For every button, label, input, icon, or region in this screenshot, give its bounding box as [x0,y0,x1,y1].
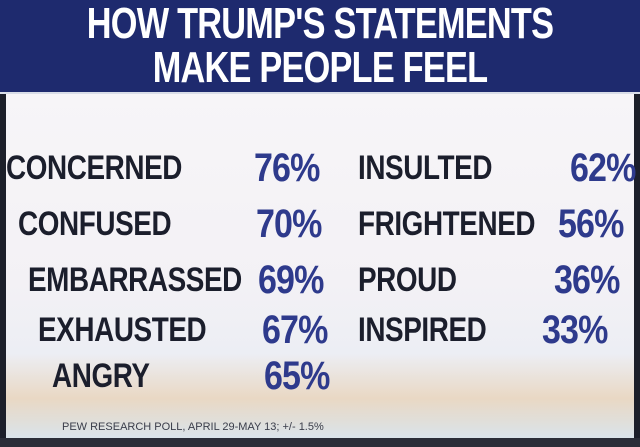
feeling-percent: 67% [262,308,328,352]
list-item: PROUD 36% [358,258,634,302]
source-note: PEW RESEARCH POLL, APRIL 29-MAY 13; +/- … [62,421,324,433]
feeling-percent: 33% [542,308,608,352]
feeling-percent: 56% [558,202,624,246]
feeling-percent: 65% [264,354,330,398]
list-item: EMBARRASSED 69% [6,258,336,302]
title-line-1: HOW TRUMP'S STATEMENTS [86,0,554,48]
feeling-percent: 62% [570,146,636,190]
feeling-label: EMBARRASSED [28,261,242,299]
feeling-label: INSULTED [358,149,493,187]
title-banner: HOW TRUMP'S STATEMENTS MAKE PEOPLE FEEL [0,0,640,94]
list-item: INSULTED 62% [358,146,636,190]
list-item: INSPIRED 33% [358,308,634,352]
feeling-percent: 70% [256,202,322,246]
title-line-2: MAKE PEOPLE FEEL [152,43,488,92]
list-item: FRIGHTENED 56% [358,202,634,246]
list-item: EXHAUSTED 67% [6,308,336,352]
screen-bottom-edge [0,438,640,447]
feeling-label: FRIGHTENED [358,205,536,243]
feeling-label: ANGRY [52,357,150,395]
feeling-label: PROUD [358,261,457,299]
results-panel: CONCERNED 76% CONFUSED 70% EMBARRASSED 6… [6,94,640,440]
feeling-label: CONFUSED [18,205,172,243]
list-item: CONCERNED 76% [6,146,336,190]
list-item: ANGRY 65% [6,354,336,398]
feeling-percent: 76% [254,146,320,190]
feeling-label: INSPIRED [358,311,487,349]
feeling-percent: 36% [554,258,620,302]
list-item: CONFUSED 70% [6,202,336,246]
feeling-label: CONCERNED [6,149,182,187]
feeling-percent: 69% [258,258,324,302]
feeling-label: EXHAUSTED [38,311,207,349]
